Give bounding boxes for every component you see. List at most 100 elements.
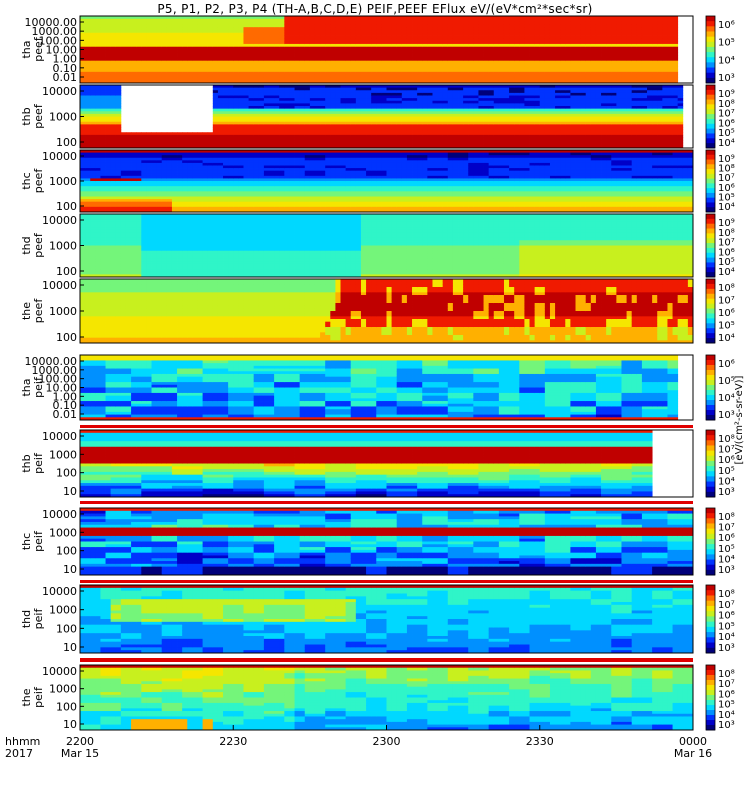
colorbar-tick-label: 10⁵ [718, 466, 735, 477]
y-tick-label: 10000 [42, 279, 77, 292]
panel-label: thcpeif [20, 530, 45, 552]
x-tick-label: 2230 [219, 735, 247, 748]
panel-label: thapeif [20, 376, 45, 398]
y-tick-label: 1000 [49, 604, 77, 617]
y-tick-label: 1000 [49, 175, 77, 188]
colorbar-tick-label: 10³ [718, 720, 735, 731]
colorbar-tick-label: 10⁶ [718, 611, 735, 622]
y-tick-label: 100 [56, 265, 77, 278]
colorbar-tick-label: 10³ [718, 565, 735, 576]
panel-label: thepeef [20, 298, 45, 324]
spectrogram-panel: 10000 1000 100 10 thcpeif [20, 508, 693, 576]
y-tick-label: 100 [56, 622, 77, 635]
y-tick-label: 10000 [42, 214, 77, 227]
colorbar-tick-label: 10⁵ [718, 621, 735, 632]
y-tick-label: 10000 [42, 508, 77, 521]
x-date-label: Mar 15 [61, 747, 99, 760]
y-tick-label: 0.01 [53, 408, 78, 421]
colorbar-title: [eV/(cm²-s-sr-eV)] [734, 375, 745, 464]
y-tick-label: 10000 [42, 150, 77, 163]
colorbar-tick-label: 10³ [718, 410, 735, 421]
separator-band [80, 580, 693, 583]
colorbar-tick-label: 10⁵ [718, 321, 735, 332]
panel-label: thapeef [20, 36, 45, 62]
x-tick-label: 2300 [373, 735, 401, 748]
colorbar-tick-label: 10⁴ [718, 333, 735, 344]
y-tick-label: 0.01 [53, 71, 78, 84]
colorbar: 10⁶ 10⁵ 10⁴ 10³ [706, 355, 735, 421]
spectrogram-panel: 10000.001000.00100.0010.001.000.100.01th… [20, 355, 693, 421]
spectrogram-panel: 10000 1000 100 thdpeef [20, 214, 693, 278]
colorbar-tick-label: 10⁷ [718, 445, 735, 456]
y-tick-label: 1000 [49, 526, 77, 539]
x-date-label: Mar 16 [674, 747, 712, 760]
y-tick-label: 100 [56, 331, 77, 344]
colorbar-tick-label: 10⁴ [718, 393, 735, 404]
y-tick-label: 10000 [42, 85, 77, 98]
spectrogram-panel: 10000 1000 100 10 thdpeif [20, 585, 693, 654]
y-tick-label: 10 [63, 641, 77, 654]
colorbar-tick-label: 10⁵ [718, 544, 735, 555]
y-tick-label: 100 [56, 200, 77, 213]
y-tick-label: 1000 [49, 111, 77, 124]
colorbar-tick-label: 10⁴ [718, 202, 735, 213]
y-tick-label: 10000 [42, 585, 77, 598]
separator-band [80, 658, 693, 662]
colorbar-tick-label: 10⁶ [718, 308, 735, 319]
panel-label: thbpeif [20, 452, 45, 474]
colorbar-tick-label: 10⁷ [718, 600, 735, 611]
colorbar-tick-label: 10⁸ [718, 589, 735, 600]
y-tick-label: 1000 [49, 240, 77, 253]
colorbar-tick-label: 10⁸ [718, 512, 735, 523]
colorbar-tick-label: 10⁶ [718, 359, 735, 370]
colorbar-tick-label: 10⁸ [718, 434, 735, 445]
panel-label: thdpeif [20, 608, 45, 630]
colorbar-tick-label: 10⁶ [718, 20, 735, 31]
colorbar-tick-label: 10⁵ [718, 376, 735, 387]
y-tick-label: 100 [56, 700, 77, 713]
colorbar-tick-label: 10³ [718, 73, 735, 84]
panel-label: thepeif [20, 686, 45, 708]
panel-label: thbpeef [20, 103, 45, 129]
y-tick-label: 100 [56, 545, 77, 558]
spectrogram-panel: 10000.001000.00100.0010.001.000.100.01th… [20, 16, 693, 84]
x-tick-label: 2330 [526, 735, 554, 748]
year-label: 2017 [5, 747, 33, 760]
colorbar-tick-label: 10³ [718, 643, 735, 654]
spectrogram-panel: 10000 1000 100 thepeef [20, 279, 693, 344]
y-tick-label: 1000 [49, 683, 77, 696]
colorbar-tick-label: 10⁸ [718, 283, 735, 294]
colorbar-tick-label: 10⁴ [718, 267, 735, 278]
y-tick-label: 10000 [42, 665, 77, 678]
colorbar-tick-label: 10⁷ [718, 296, 735, 307]
y-tick-label: 100 [56, 136, 77, 149]
spectrogram-panel: 10000 1000 100 thbpeef [20, 85, 693, 149]
y-tick-label: 10 [63, 563, 77, 576]
y-tick-label: 1000 [49, 448, 77, 461]
colorbar-tick-label: 10⁴ [718, 476, 735, 487]
spectrogram-panel: 10000 1000 100 10 thepeif [20, 665, 693, 731]
y-tick-label: 10 [63, 718, 77, 731]
separator-band [80, 501, 693, 504]
colorbar-tick-label: 10⁴ [718, 138, 735, 149]
separator-band [80, 425, 693, 428]
spectrogram-figure: 10000.001000.00100.0010.001.000.100.01th… [0, 0, 750, 800]
colorbar-tick-label: 10⁶ [718, 533, 735, 544]
panel-label: thdpeef [20, 232, 45, 258]
y-tick-label: 1000 [49, 305, 77, 318]
colorbar-tick-label: 10⁴ [718, 554, 735, 565]
y-tick-label: 100 [56, 467, 77, 480]
colorbar-tick-label: 10⁵ [718, 38, 735, 49]
colorbar-tick-label: 10⁴ [718, 632, 735, 643]
